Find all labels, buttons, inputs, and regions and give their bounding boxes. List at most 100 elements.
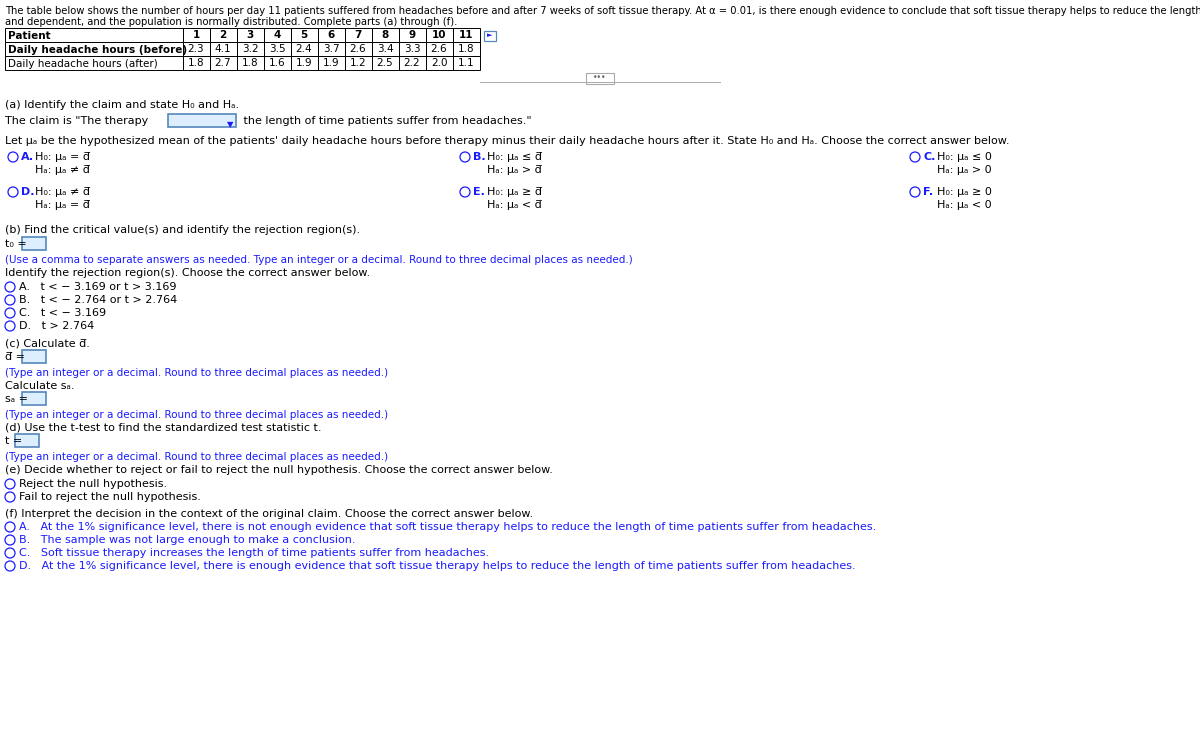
Text: Let μₐ be the hypothesized mean of the patients' daily headache hours before the: Let μₐ be the hypothesized mean of the p… (5, 136, 1009, 146)
Text: The table below shows the number of hours per day 11 patients suffered from head: The table below shows the number of hour… (5, 6, 1200, 16)
Text: 1.6: 1.6 (269, 58, 286, 68)
Text: C.   Soft tissue therapy increases the length of time patients suffer from heada: C. Soft tissue therapy increases the len… (19, 548, 490, 558)
Text: 2.6: 2.6 (349, 44, 366, 54)
Text: 3.3: 3.3 (403, 44, 420, 54)
Bar (182, 42, 210, 56)
Text: Hₐ: μₐ > d̅: Hₐ: μₐ > d̅ (487, 165, 541, 175)
Bar (264, 42, 292, 56)
Text: 2.3: 2.3 (187, 44, 204, 54)
Bar (372, 42, 398, 56)
Text: D.   t > 2.764: D. t > 2.764 (19, 321, 95, 331)
Text: 2.4: 2.4 (295, 44, 312, 54)
Text: (f) Interpret the decision in the context of the original claim. Choose the corr: (f) Interpret the decision in the contex… (5, 509, 533, 519)
Bar (5, 28, 182, 42)
Bar (346, 42, 372, 56)
Text: (Use a comma to separate answers as needed. Type an integer or a decimal. Round : (Use a comma to separate answers as need… (5, 255, 632, 265)
Text: Fail to reject the null hypothesis.: Fail to reject the null hypothesis. (19, 492, 200, 502)
Bar (238, 56, 264, 70)
Bar (426, 28, 454, 42)
Text: 1: 1 (192, 30, 199, 40)
Bar (398, 56, 426, 70)
Bar (238, 28, 264, 42)
Bar (398, 42, 426, 56)
Text: (a) Identify the claim and state H₀ and Hₐ.: (a) Identify the claim and state H₀ and … (5, 100, 239, 110)
Bar (22, 350, 46, 363)
Text: D.: D. (22, 187, 35, 197)
Text: ►: ► (487, 32, 493, 38)
Text: 2.0: 2.0 (431, 58, 448, 68)
Text: 1.9: 1.9 (295, 58, 312, 68)
Text: B.   The sample was not large enough to make a conclusion.: B. The sample was not large enough to ma… (19, 535, 355, 545)
Text: the length of time patients suffer from headaches.": the length of time patients suffer from … (240, 116, 532, 126)
Text: Hₐ: μₐ > 0: Hₐ: μₐ > 0 (937, 165, 991, 175)
Bar (5, 56, 182, 70)
Text: (d) Use the t-test to find the standardized test statistic t.: (d) Use the t-test to find the standardi… (5, 423, 322, 433)
Text: •••: ••• (593, 73, 607, 82)
Text: 7: 7 (354, 30, 361, 40)
Text: 3.2: 3.2 (241, 44, 258, 54)
Text: t₀ =: t₀ = (5, 239, 26, 249)
Bar (22, 237, 46, 250)
Bar (318, 28, 346, 42)
Text: Calculate sₐ.: Calculate sₐ. (5, 381, 74, 391)
Bar (346, 56, 372, 70)
Text: D.   At the 1% significance level, there is enough evidence that soft tissue the: D. At the 1% significance level, there i… (19, 561, 856, 571)
Text: A.: A. (22, 152, 34, 162)
Text: 1.1: 1.1 (457, 58, 474, 68)
Bar (398, 28, 426, 42)
Text: 1.9: 1.9 (323, 58, 340, 68)
Bar (182, 56, 210, 70)
Text: Hₐ: μₐ = d̅: Hₐ: μₐ = d̅ (35, 200, 90, 210)
Text: 2.5: 2.5 (377, 58, 394, 68)
Text: A.   At the 1% significance level, there is not enough evidence that soft tissue: A. At the 1% significance level, there i… (19, 522, 876, 532)
Text: and dependent, and the population is normally distributed. Complete parts (a) th: and dependent, and the population is nor… (5, 17, 457, 27)
Text: 3.7: 3.7 (323, 44, 340, 54)
Text: (Type an integer or a decimal. Round to three decimal places as needed.): (Type an integer or a decimal. Round to … (5, 368, 388, 378)
Text: C.   t < − 3.169: C. t < − 3.169 (19, 308, 106, 318)
Bar (318, 56, 346, 70)
Text: 2.7: 2.7 (215, 58, 232, 68)
Text: 4.1: 4.1 (215, 44, 232, 54)
Text: 9: 9 (408, 30, 415, 40)
Bar (14, 434, 38, 447)
Text: 10: 10 (432, 30, 446, 40)
Bar (22, 392, 46, 405)
Text: C.: C. (923, 152, 935, 162)
Bar (454, 56, 480, 70)
Text: The claim is "The therapy: The claim is "The therapy (5, 116, 149, 126)
Text: (c) Calculate d̅.: (c) Calculate d̅. (5, 339, 90, 349)
Bar (346, 28, 372, 42)
Text: Patient: Patient (8, 31, 50, 41)
Bar (454, 42, 480, 56)
Bar (372, 28, 398, 42)
Bar (426, 42, 454, 56)
Text: H₀: μₐ = d̅: H₀: μₐ = d̅ (35, 152, 90, 162)
Text: 1.2: 1.2 (349, 58, 366, 68)
Bar (168, 114, 236, 127)
Text: d̅ =: d̅ = (5, 352, 25, 362)
Bar (292, 28, 318, 42)
Bar (5, 42, 182, 56)
Text: H₀: μₐ ≥ 0: H₀: μₐ ≥ 0 (937, 187, 992, 197)
Bar (586, 73, 614, 84)
Bar (484, 31, 496, 41)
Text: A.   t < − 3.169 or t > 3.169: A. t < − 3.169 or t > 3.169 (19, 282, 176, 292)
Bar (318, 42, 346, 56)
Text: 8: 8 (382, 30, 389, 40)
Text: ▼: ▼ (227, 121, 233, 130)
Text: 3.5: 3.5 (269, 44, 286, 54)
Text: 4: 4 (274, 30, 281, 40)
Text: Identify the rejection region(s). Choose the correct answer below.: Identify the rejection region(s). Choose… (5, 268, 370, 278)
Text: 6: 6 (328, 30, 335, 40)
Bar (182, 28, 210, 42)
Text: (Type an integer or a decimal. Round to three decimal places as needed.): (Type an integer or a decimal. Round to … (5, 410, 388, 420)
Bar (454, 28, 480, 42)
Text: (e) Decide whether to reject or fail to reject the null hypothesis. Choose the c: (e) Decide whether to reject or fail to … (5, 465, 553, 475)
Text: (b) Find the critical value(s) and identify the rejection region(s).: (b) Find the critical value(s) and ident… (5, 225, 360, 235)
Text: 2: 2 (220, 30, 227, 40)
Text: H₀: μₐ ≠ d̅: H₀: μₐ ≠ d̅ (35, 187, 90, 197)
Text: H₀: μₐ ≤ d̅: H₀: μₐ ≤ d̅ (487, 152, 542, 162)
Text: Daily headache hours (after): Daily headache hours (after) (8, 59, 157, 69)
Text: 5: 5 (300, 30, 307, 40)
Text: Hₐ: μₐ < d̅: Hₐ: μₐ < d̅ (487, 200, 541, 210)
